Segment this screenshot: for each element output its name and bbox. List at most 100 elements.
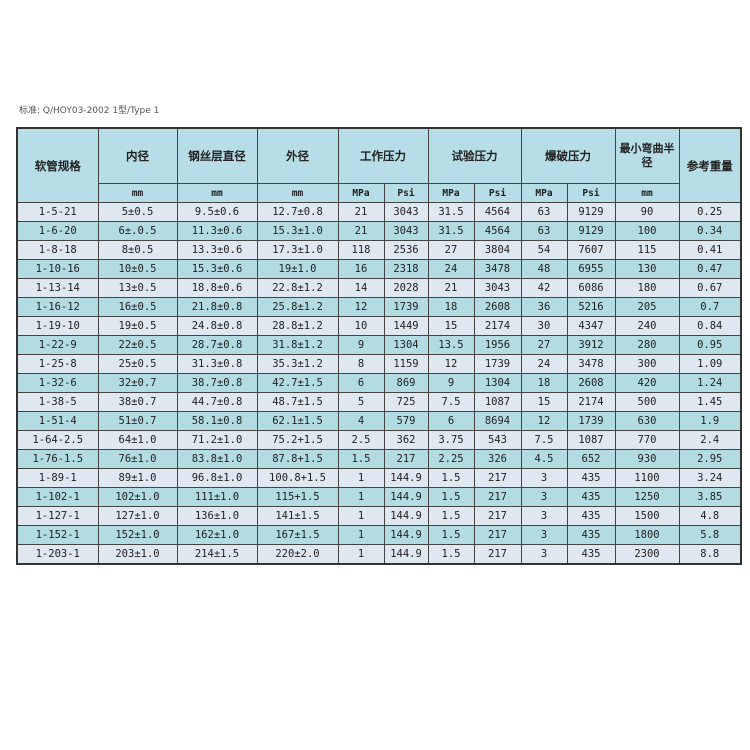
table-cell: 21 bbox=[427, 278, 475, 298]
table-cell: 1.5 bbox=[337, 449, 385, 469]
table-cell: 6 bbox=[337, 373, 385, 393]
table-cell: 9.5±0.6 bbox=[176, 202, 258, 222]
unit-mm: mm bbox=[97, 183, 178, 203]
table-cell: 4.8 bbox=[678, 506, 742, 526]
table-row: 1-16-12 16±0.5 21.8±0.8 25.8±1.2 12 1739 18 260… bbox=[16, 297, 742, 317]
table-cell: 31.8±1.2 bbox=[256, 335, 339, 355]
table-cell: 1956 bbox=[473, 335, 522, 355]
table-cell: 18 bbox=[427, 297, 475, 317]
table-cell: 17.3±1.0 bbox=[256, 240, 339, 260]
table-cell: 63 bbox=[520, 202, 568, 222]
table-cell: 3.24 bbox=[678, 468, 742, 488]
table-cell: 100.8+1.5 bbox=[256, 468, 339, 488]
table-cell: 217 bbox=[473, 468, 522, 488]
table-cell: 115 bbox=[614, 240, 680, 260]
table-cell: 18 bbox=[520, 373, 568, 393]
table-row: 1-203-1 203±1.0 214±1.5 220±2.0 1 144.9 1.5 217… bbox=[16, 544, 742, 564]
table-cell: 435 bbox=[566, 468, 616, 488]
table-cell: 25.8±1.2 bbox=[256, 297, 339, 317]
table-cell: 5 bbox=[337, 392, 385, 412]
table-cell: 217 bbox=[383, 449, 429, 469]
table-row: 1-152-1 152±1.0 162±1.0 167±1.5 1 144.9 1.5 217… bbox=[16, 525, 742, 545]
table-cell: 1-64-2.5 bbox=[16, 430, 99, 450]
table-cell: 48.7±1.5 bbox=[256, 392, 339, 412]
table-cell: 6 bbox=[427, 411, 475, 431]
table-cell: 0.25 bbox=[678, 202, 742, 222]
table-body: 1-5-21 5±0.5 9.5±0.6 12.7±0.8 21 3043 31.5 4564… bbox=[16, 202, 742, 564]
table-cell: 3.75 bbox=[427, 430, 475, 450]
table-cell: 87.8+1.5 bbox=[256, 449, 339, 469]
unit-psi: Psi bbox=[383, 183, 429, 203]
header-outer-diameter: 外径 bbox=[256, 127, 339, 184]
table-cell: 1087 bbox=[473, 392, 522, 412]
table-row: 1-10-16 10±0.5 15.3±0.6 19±1.0 16 2318 24 3478 4… bbox=[16, 259, 742, 279]
table-cell: 15.3±0.6 bbox=[176, 259, 258, 279]
table-cell: 2300 bbox=[614, 544, 680, 564]
table-cell: 51±0.7 bbox=[97, 411, 178, 431]
table-row: 1-5-21 5±0.5 9.5±0.6 12.7±0.8 21 3043 31.5 4564… bbox=[16, 202, 742, 222]
table-row: 1-22-9 22±0.5 28.7±0.8 31.8±1.2 9 1304 13.5 195… bbox=[16, 335, 742, 355]
table-cell: 8 bbox=[337, 354, 385, 374]
table-cell: 3478 bbox=[473, 259, 522, 279]
table-cell: 9129 bbox=[566, 202, 616, 222]
table-cell: 6±.0.5 bbox=[97, 221, 178, 241]
table-cell: 3 bbox=[520, 506, 568, 526]
table-cell: 62.1±1.5 bbox=[256, 411, 339, 431]
table-cell: 1 bbox=[337, 544, 385, 564]
table-cell: 3912 bbox=[566, 335, 616, 355]
table-cell: 16±0.5 bbox=[97, 297, 178, 317]
table-cell: 144.9 bbox=[383, 544, 429, 564]
table-cell: 4347 bbox=[566, 316, 616, 336]
table-cell: 3804 bbox=[473, 240, 522, 260]
table-cell: 3 bbox=[520, 468, 568, 488]
table-cell: 24 bbox=[427, 259, 475, 279]
table-cell: 16 bbox=[337, 259, 385, 279]
table-cell: 9129 bbox=[566, 221, 616, 241]
table-cell: 1-16-12 bbox=[16, 297, 99, 317]
table-cell: 63 bbox=[520, 221, 568, 241]
table-cell: 3043 bbox=[473, 278, 522, 298]
table-cell: 22±0.5 bbox=[97, 335, 178, 355]
table-cell: 8.8 bbox=[678, 544, 742, 564]
table-cell: 15.3±1.0 bbox=[256, 221, 339, 241]
table-cell: 2.25 bbox=[427, 449, 475, 469]
table-cell: 1-25-8 bbox=[16, 354, 99, 374]
table-cell: 38±0.7 bbox=[97, 392, 178, 412]
table-cell: 1-152-1 bbox=[16, 525, 99, 545]
table-cell: 11.3±0.6 bbox=[176, 221, 258, 241]
table-cell: 240 bbox=[614, 316, 680, 336]
unit-mm: mm bbox=[176, 183, 258, 203]
table-cell: 435 bbox=[566, 525, 616, 545]
table-cell: 543 bbox=[473, 430, 522, 450]
table-cell: 12 bbox=[427, 354, 475, 374]
table-cell: 4 bbox=[337, 411, 385, 431]
table-cell: 1739 bbox=[473, 354, 522, 374]
table-cell: 31.3±0.8 bbox=[176, 354, 258, 374]
table-cell: 4564 bbox=[473, 202, 522, 222]
table-cell: 44.7±0.8 bbox=[176, 392, 258, 412]
table-cell: 2.5 bbox=[337, 430, 385, 450]
table-cell: 2536 bbox=[383, 240, 429, 260]
table-cell: 25±0.5 bbox=[97, 354, 178, 374]
header-burst-pressure: 爆破压力 bbox=[520, 127, 616, 184]
table-cell: 12 bbox=[520, 411, 568, 431]
table-cell: 725 bbox=[383, 392, 429, 412]
table-cell: 24 bbox=[520, 354, 568, 374]
table-cell: 3043 bbox=[383, 221, 429, 241]
table-cell: 1500 bbox=[614, 506, 680, 526]
table-cell: 0.34 bbox=[678, 221, 742, 241]
table-cell: 2608 bbox=[566, 373, 616, 393]
table-cell: 3 bbox=[520, 544, 568, 564]
table-cell: 1.5 bbox=[427, 506, 475, 526]
table-row: 1-13-14 13±0.5 18.8±0.6 22.8±1.2 14 2028 21 304… bbox=[16, 278, 742, 298]
table-cell: 31.5 bbox=[427, 202, 475, 222]
table-cell: 180 bbox=[614, 278, 680, 298]
table-cell: 89±1.0 bbox=[97, 468, 178, 488]
table-cell: 144.9 bbox=[383, 525, 429, 545]
table-cell: 205 bbox=[614, 297, 680, 317]
table-cell: 5±0.5 bbox=[97, 202, 178, 222]
table-row: 1-127-1 127±1.0 136±1.0 141±1.5 1 144.9 1.5 217… bbox=[16, 506, 742, 526]
table-cell: 1.5 bbox=[427, 468, 475, 488]
table-cell: 96.8±1.0 bbox=[176, 468, 258, 488]
table-cell: 12 bbox=[337, 297, 385, 317]
